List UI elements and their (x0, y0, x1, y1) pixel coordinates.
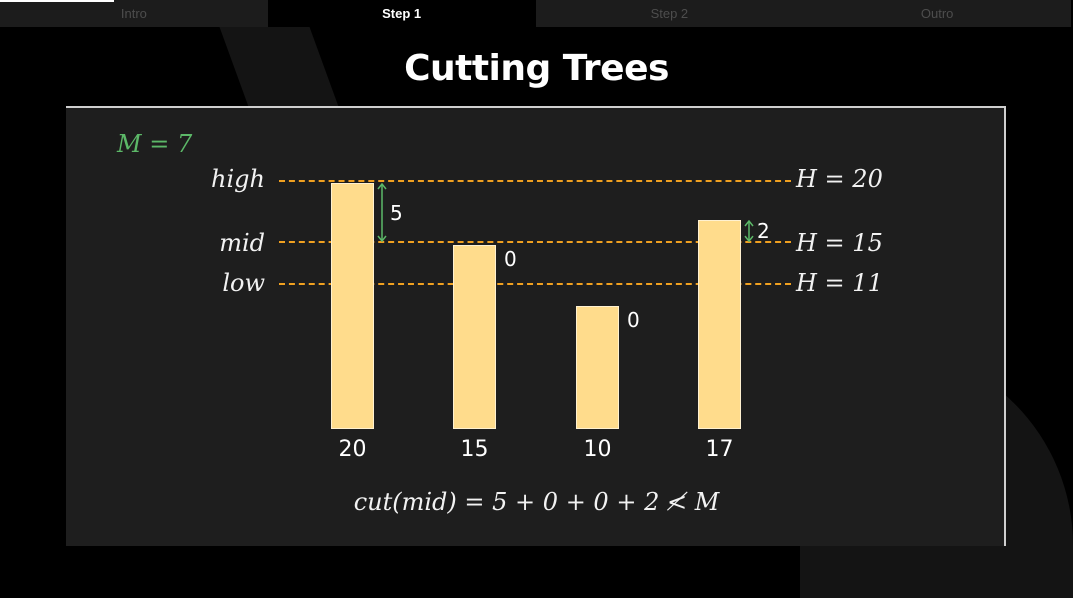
tree-bar (576, 306, 619, 429)
cut-amount-label: 5 (390, 200, 403, 225)
guide-line-mid (279, 241, 791, 243)
tree-height-label: 17 (705, 437, 734, 462)
progress-indicator (0, 0, 114, 2)
cut-arrow-icon (744, 219, 754, 242)
cut-formula: cut(mid) = 5 + 0 + 0 + 2 ≮ M (353, 488, 720, 516)
tree-height-label: 15 (460, 437, 489, 462)
tree-bar (453, 244, 496, 429)
tree-height-label: 20 (338, 437, 367, 462)
tree-height-label: 10 (583, 437, 612, 462)
tree-bar (698, 219, 741, 429)
page-title: Cutting Trees (404, 48, 669, 89)
diagram-panel (66, 106, 1006, 546)
level-label-high: high (211, 165, 265, 193)
cut-arrow-icon (377, 183, 387, 242)
level-label-low: low (222, 269, 265, 297)
m-value: M = 7 (117, 130, 193, 158)
tab-intro[interactable]: Intro (120, 6, 147, 21)
h-value-mid: H = 15 (796, 229, 883, 257)
cut-amount-label: 0 (504, 246, 517, 271)
h-value-high: H = 20 (796, 165, 883, 193)
guide-line-high (279, 180, 791, 182)
level-label-mid: mid (219, 229, 265, 257)
h-value-low: H = 11 (796, 269, 883, 297)
step-tabs: Intro Step 1 Step 2 Outro (0, 0, 1071, 27)
tab-outro[interactable]: Outro (920, 6, 954, 21)
cut-amount-label: 2 (757, 218, 770, 243)
cut-amount-label: 0 (627, 308, 640, 332)
tree-bar (331, 183, 374, 429)
tab-step-1[interactable]: Step 1 (267, 0, 536, 27)
tab-step-2[interactable]: Step 2 (650, 6, 689, 21)
guide-line-low (279, 283, 791, 285)
